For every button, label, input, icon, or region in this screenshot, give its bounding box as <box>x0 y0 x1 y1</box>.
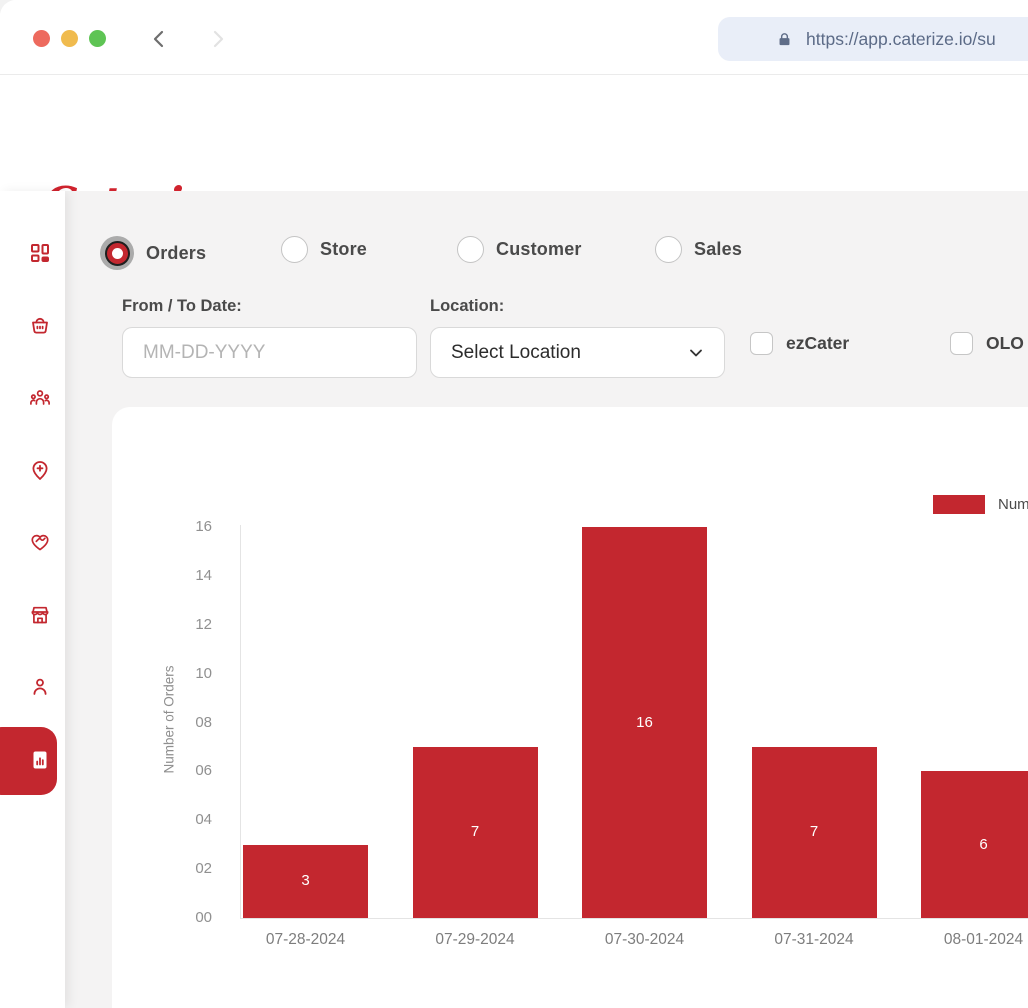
y-axis-line <box>240 525 241 918</box>
checkbox-label: OLO <box>986 333 1024 353</box>
bar-07-28-2024[interactable]: 3 <box>243 844 368 918</box>
x-tick-label: 07-31-2024 <box>774 931 854 948</box>
checkbox-olo[interactable]: OLO <box>950 332 1024 355</box>
radio-orders[interactable]: Orders <box>100 236 206 270</box>
radio-button-sales[interactable] <box>655 236 682 263</box>
url-text: https://app.caterize.io/su <box>806 28 996 49</box>
orders-chart-card: Number of Orders Number of Orders 000204… <box>112 407 1028 1008</box>
radio-button-orders[interactable] <box>100 236 134 270</box>
report-icon <box>28 748 52 772</box>
address-bar[interactable]: https://app.caterize.io/su <box>718 17 1028 61</box>
main-content: Orders Store Customer Sales From / To Date:… <box>0 191 1028 1008</box>
bar-08-01-2024[interactable]: 6 <box>921 771 1028 918</box>
heart-icon <box>28 530 52 554</box>
radio-store[interactable]: Store <box>281 236 367 263</box>
x-tick-label: 07-29-2024 <box>435 931 515 948</box>
sidebar-item-basket[interactable] <box>28 313 52 337</box>
y-tick-label: 16 <box>195 518 212 535</box>
location-select-value: Select Location <box>451 341 581 363</box>
x-axis-line <box>240 918 1028 919</box>
sidebar-item-report[interactable] <box>28 748 52 772</box>
location-select[interactable]: Select Location <box>430 327 725 378</box>
y-tick-label: 10 <box>195 664 212 682</box>
radio-customer[interactable]: Customer <box>457 236 582 263</box>
date-range-input[interactable] <box>122 327 417 378</box>
legend-label: Number of Orders <box>998 496 1028 513</box>
group-icon <box>28 386 52 410</box>
browser-back-button[interactable] <box>147 27 171 51</box>
bar-value-label: 6 <box>979 835 988 853</box>
date-range-label: From / To Date: <box>122 297 242 315</box>
app-header: Caterize <box>0 76 1028 227</box>
sidebar-item-location-add[interactable] <box>28 458 52 482</box>
radio-button-store[interactable] <box>281 236 308 263</box>
sidebar-item-dashboard[interactable] <box>28 241 52 265</box>
basket-icon <box>28 313 52 337</box>
lock-icon <box>779 32 790 45</box>
y-tick-label: 08 <box>195 713 212 731</box>
location-label: Location: <box>430 297 505 315</box>
radio-label: Store <box>320 239 368 259</box>
legend-swatch <box>933 495 985 514</box>
x-tick-label: 07-28-2024 <box>265 931 346 948</box>
sidebar-active-indicator <box>0 727 57 795</box>
bar-value-label: 16 <box>636 713 653 731</box>
store-icon <box>28 603 52 627</box>
sidebar-nav <box>0 191 65 1008</box>
bar-07-30-2024[interactable]: 16 <box>582 527 707 918</box>
bar-value-label: 7 <box>470 823 480 841</box>
y-tick-label: 02 <box>195 860 212 878</box>
y-tick-label: 00 <box>195 909 212 926</box>
x-tick-label: 08-01-2024 <box>943 931 1024 948</box>
dashboard-icon <box>28 241 52 265</box>
y-tick-label: 14 <box>195 566 212 584</box>
radio-sales[interactable]: Sales <box>655 236 742 263</box>
x-tick-label: 07-30-2024 <box>604 931 685 948</box>
y-tick-label: 04 <box>195 811 212 829</box>
sidebar-item-store[interactable] <box>28 603 52 627</box>
bar-value-label: 3 <box>301 872 310 890</box>
bar-07-29-2024[interactable]: 7 <box>412 746 538 918</box>
window-minimize-button[interactable] <box>61 30 78 47</box>
sidebar-item-heart[interactable] <box>28 530 52 554</box>
radio-label: Customer <box>496 239 582 259</box>
browser-forward-button[interactable] <box>206 27 230 51</box>
bar-value-label: 7 <box>809 823 819 841</box>
chevron-down-icon <box>690 349 702 356</box>
user-icon <box>28 675 52 699</box>
checkbox-box-olo[interactable] <box>950 332 973 355</box>
window-maximize-button[interactable] <box>89 30 106 47</box>
checkbox-ezcater[interactable]: ezCater <box>750 332 849 355</box>
radio-label: Sales <box>694 239 743 259</box>
y-tick-label: 12 <box>195 615 212 633</box>
sidebar-item-user[interactable] <box>28 675 52 699</box>
window-close-button[interactable] <box>33 30 50 47</box>
radio-label: Orders <box>146 242 207 263</box>
y-tick-label: 06 <box>195 762 212 780</box>
sidebar-item-group[interactable] <box>28 386 52 410</box>
location-add-icon <box>28 458 52 482</box>
checkbox-label: ezCater <box>786 333 850 353</box>
chart-legend: Number of Orders <box>933 495 1028 514</box>
bar-07-31-2024[interactable]: 7 <box>751 746 877 918</box>
browser-toolbar: https://app.caterize.io/su <box>0 0 1028 75</box>
radio-button-customer[interactable] <box>457 236 484 263</box>
checkbox-box-ezcater[interactable] <box>750 332 773 355</box>
